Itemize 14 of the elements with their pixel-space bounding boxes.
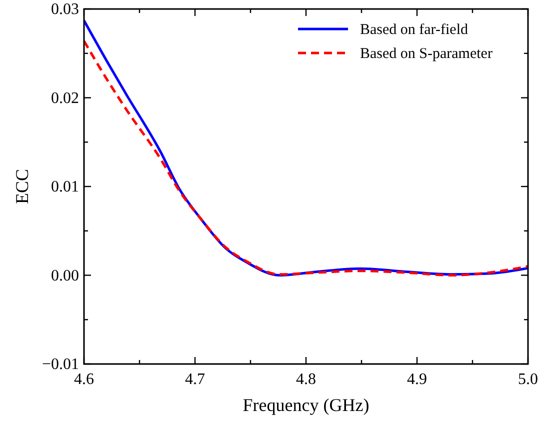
x-axis-title: Frequency (GHz) xyxy=(242,395,370,415)
y-axis-title: ECC xyxy=(12,168,32,204)
x-tick-label: 5.0 xyxy=(518,371,538,388)
x-tick-label: 4.8 xyxy=(296,371,316,388)
y-tick-label: 0.02 xyxy=(51,90,79,107)
x-tick-label: 4.6 xyxy=(74,371,94,388)
y-tick-label: 0.00 xyxy=(51,267,79,284)
x-tick-label: 4.9 xyxy=(407,371,427,388)
x-tick-label: 4.7 xyxy=(185,371,205,388)
y-tick-label: 0.01 xyxy=(51,178,79,196)
y-tick-label: −0.01 xyxy=(42,356,79,373)
legend-label: Based on S-parameter xyxy=(360,46,492,62)
y-tick-label: 0.03 xyxy=(51,1,79,18)
legend-label: Based on far-field xyxy=(360,22,468,38)
